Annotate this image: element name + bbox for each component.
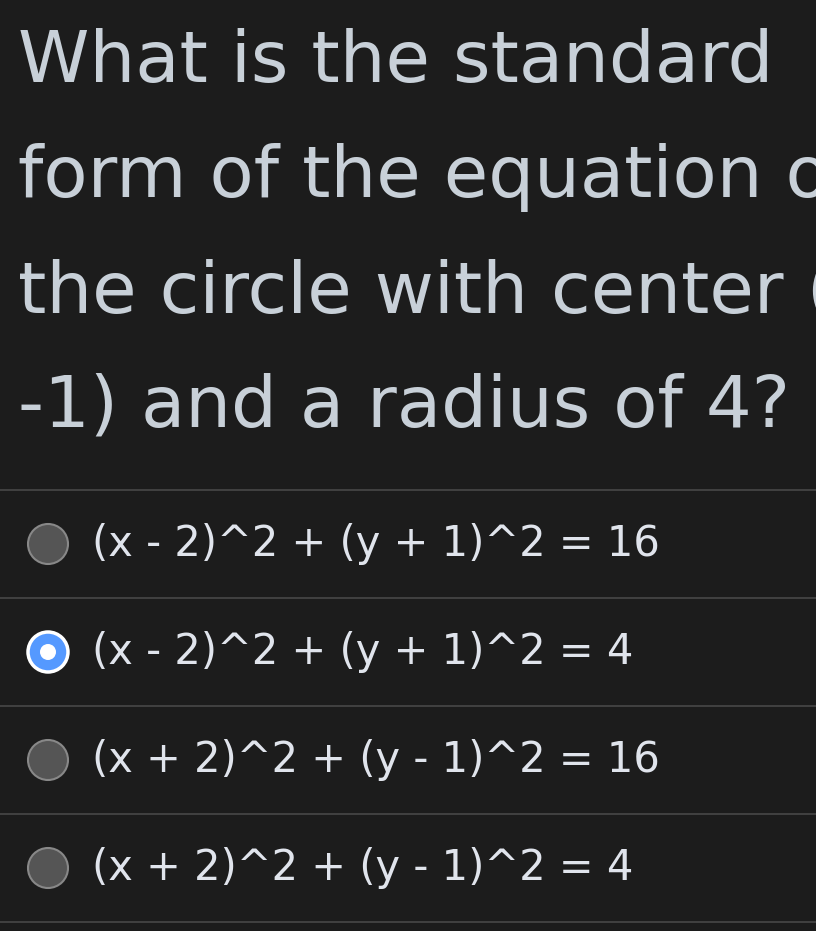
Text: the circle with center (2,: the circle with center (2, (18, 258, 816, 327)
Circle shape (28, 740, 68, 780)
Text: (x - 2)^2 + (y + 1)^2 = 4: (x - 2)^2 + (y + 1)^2 = 4 (92, 631, 633, 673)
Text: (x + 2)^2 + (y - 1)^2 = 16: (x + 2)^2 + (y - 1)^2 = 16 (92, 739, 660, 781)
Circle shape (28, 632, 68, 672)
Text: (x - 2)^2 + (y + 1)^2 = 16: (x - 2)^2 + (y + 1)^2 = 16 (92, 523, 660, 565)
Text: form of the equation of: form of the equation of (18, 143, 816, 212)
Text: -1) and a radius of 4?: -1) and a radius of 4? (18, 373, 790, 442)
Text: What is the standard: What is the standard (18, 28, 774, 97)
Text: (x + 2)^2 + (y - 1)^2 = 4: (x + 2)^2 + (y - 1)^2 = 4 (92, 847, 633, 889)
Circle shape (40, 644, 56, 660)
Circle shape (28, 524, 68, 564)
Circle shape (28, 848, 68, 888)
